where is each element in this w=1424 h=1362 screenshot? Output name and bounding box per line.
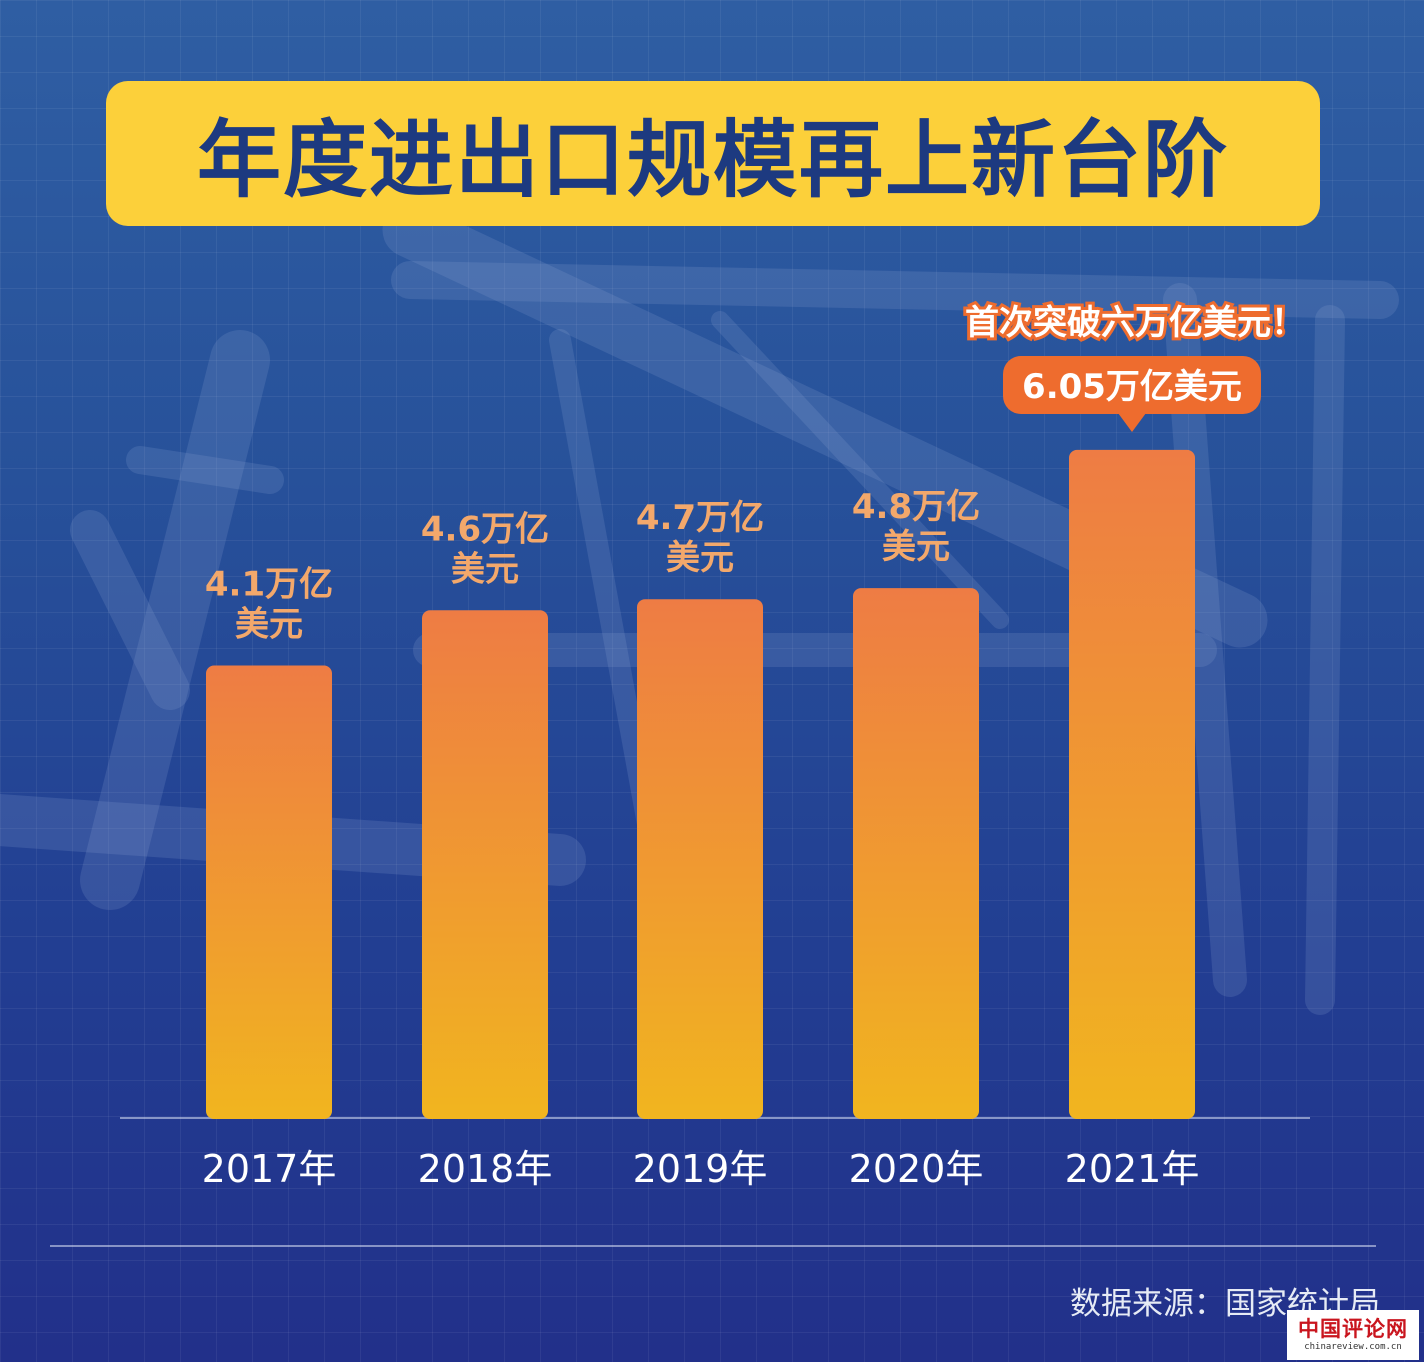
data-label: 4.7万亿 [636, 498, 764, 538]
watermark-name: 中国评论网 [1298, 1316, 1408, 1341]
bar-2017年 [206, 665, 332, 1119]
data-label: 4.8万亿 [852, 487, 980, 527]
x-tick-label: 2020年 [849, 1147, 984, 1191]
x-tick-label: 2018年 [418, 1147, 553, 1191]
callout-box [1003, 356, 1261, 414]
data-label: 6.05万亿美元 [1022, 367, 1242, 407]
x-tick-label: 2021年 [1065, 1147, 1200, 1191]
data-label: 4.1万亿 [205, 565, 333, 605]
watermark-logo: 中国评论网 chinareview.com.cn [1287, 1310, 1419, 1360]
bar-2020年 [853, 588, 979, 1119]
watermark-url: chinareview.com.cn [1304, 1342, 1402, 1352]
bar-2019年 [637, 599, 763, 1119]
data-label-unit: 美元 [882, 527, 950, 567]
x-tick-label: 2019年 [633, 1147, 768, 1191]
x-tick-label: 2017年 [202, 1147, 337, 1191]
chart-title: 年度进出口规模再上新台阶 [196, 111, 1229, 209]
data-label-unit: 美元 [666, 538, 734, 578]
bar-2021年 [1069, 449, 1195, 1119]
data-label-unit: 美元 [451, 549, 519, 589]
bar-2018年 [422, 610, 548, 1119]
title-banner: 年度进出口规模再上新台阶 [106, 81, 1320, 226]
data-label: 4.6万亿 [421, 509, 549, 549]
callout-pointer [1118, 413, 1146, 432]
annotation-text: 首次突破六万亿美元！ [965, 303, 1305, 343]
data-label-unit: 美元 [235, 605, 303, 645]
